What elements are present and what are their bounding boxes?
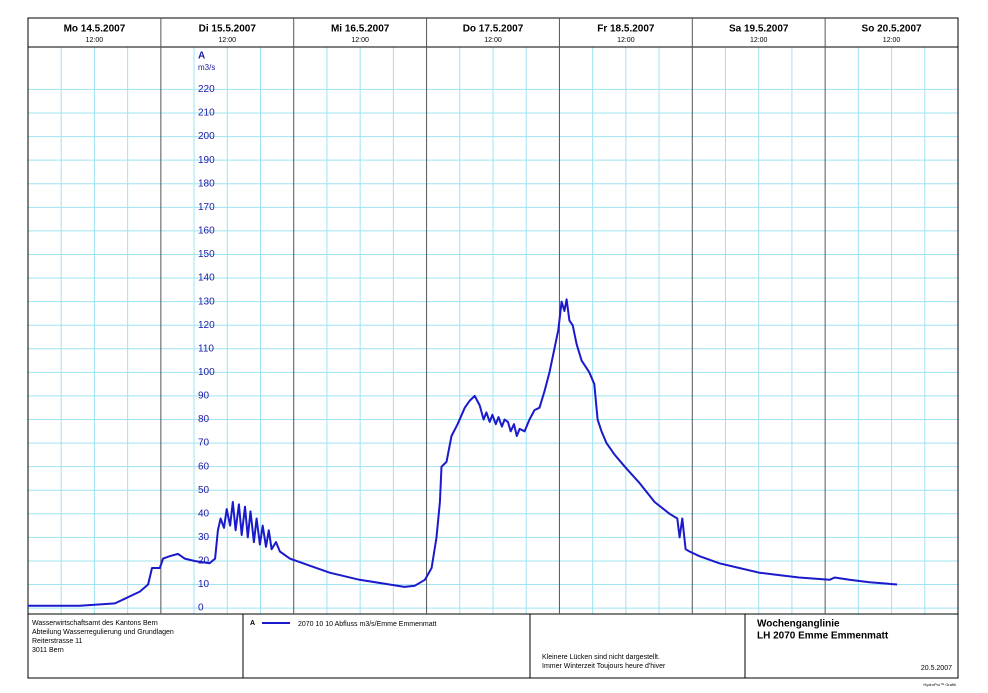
footer-title: LH 2070 Emme Emmenmatt: [757, 631, 889, 642]
series-line: [28, 298, 898, 607]
noon-label: 12:00: [351, 37, 369, 44]
day-label: Di 15.5.2007: [199, 24, 257, 35]
day-label: Do 17.5.2007: [463, 24, 524, 35]
org-line: Reiterstrasse 11: [32, 638, 83, 645]
y-tick-label: 160: [198, 226, 215, 237]
note: Immer Winterzeit Toujours heure d'hiver: [542, 663, 666, 670]
y-tick-label: 50: [198, 485, 210, 496]
y-tick-label: 210: [198, 108, 215, 119]
y-tick-label: 180: [198, 178, 215, 189]
y-tick-label: 20: [198, 556, 210, 567]
y-tick-label: 110: [198, 343, 214, 354]
frame: [27, 17, 959, 679]
y-tick-label: 120: [198, 320, 215, 331]
y-tick-label: 140: [198, 273, 215, 284]
y-tick-label: 200: [198, 131, 215, 142]
y-tick-label: 10: [198, 579, 210, 590]
y-tick-label: 40: [198, 508, 210, 519]
noon-label: 12:00: [219, 37, 237, 44]
credit: HydroPro™ Grafik: [923, 682, 956, 687]
legend-key: A: [250, 620, 255, 627]
org-line: Abteilung Wasserregulierung und Grundlag…: [32, 629, 174, 636]
footer-date: 20.5.2007: [921, 665, 952, 672]
y-tick-label: 130: [198, 296, 215, 307]
y-tick-label: 220: [198, 84, 215, 95]
y-tick-label: 0: [198, 603, 204, 614]
y-tick-label: 80: [198, 414, 210, 425]
y-tick-label: 90: [198, 391, 210, 402]
org-line: 3011 Bern: [32, 647, 64, 654]
noon-label: 12:00: [484, 37, 502, 44]
y-tick-label: 60: [198, 461, 210, 472]
y-tick-label: 170: [198, 202, 215, 213]
y-tick-label: 150: [198, 249, 215, 260]
y-tick-label: 70: [198, 438, 210, 449]
noon-label: 12:00: [750, 37, 768, 44]
y-tick-label: 100: [198, 367, 215, 378]
y-tick-label: 30: [198, 532, 210, 543]
day-label: Mo 14.5.2007: [64, 24, 126, 35]
org-line: Wasserwirtschaftsamt des Kantons Bern: [32, 620, 158, 627]
y-tick-label: 190: [198, 155, 215, 166]
axis-name: A: [198, 51, 205, 62]
note: Kleinere Lücken sind nicht dargestellt.: [542, 654, 660, 661]
footer-title: Wochenganglinie: [757, 619, 840, 630]
noon-label: 12:00: [617, 37, 635, 44]
legend-label: 2070 10 10 Abfluss m3/s/Emme Emmenmatt: [298, 621, 437, 628]
axis-unit: m3/s: [198, 63, 215, 72]
day-label: So 20.5.2007: [862, 24, 922, 35]
day-label: Mi 16.5.2007: [331, 24, 390, 35]
day-label: Sa 19.5.2007: [729, 24, 789, 35]
day-label: Fr 18.5.2007: [597, 24, 655, 35]
noon-label: 12:00: [86, 37, 104, 44]
noon-label: 12:00: [883, 37, 901, 44]
